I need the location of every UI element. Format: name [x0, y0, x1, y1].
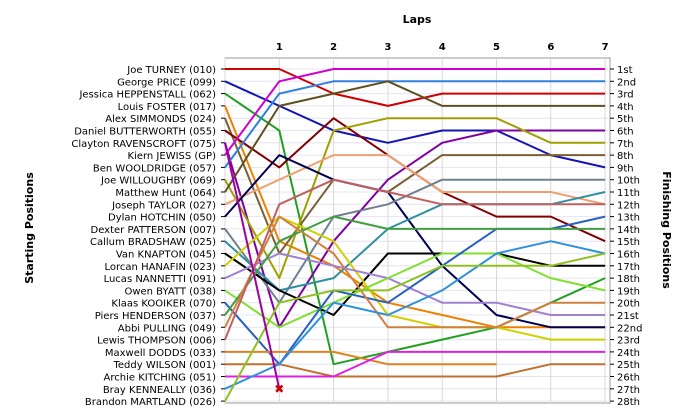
finishing-position-label: 14th: [617, 225, 640, 236]
series-line-3: [224, 105, 606, 329]
starting-position-label: Alex SIMMONDS (024): [105, 114, 216, 125]
starting-position-label: Van KNAPTON (045): [116, 250, 216, 261]
starting-position-label: Clayton RAVENSCROFT (075): [71, 139, 216, 150]
lap-tick-label: 5: [493, 42, 500, 53]
starting-position-label: Klaas KOOIKER (070): [111, 299, 216, 310]
starting-position-label: Jessica HEPPENSTALL (062): [78, 90, 216, 101]
series-line-17: [224, 252, 606, 316]
top-axis-title: Laps: [403, 13, 432, 26]
starting-position-label: Louis FOSTER (017): [118, 102, 217, 113]
lap-tick-label: 4: [439, 42, 446, 53]
finishing-position-label: 11th: [617, 188, 640, 199]
starting-position-label: Dylan HOTCHIN (050): [108, 213, 216, 224]
starting-position-label: Lorcan HANAFIN (023): [105, 262, 217, 273]
starting-position-label: Teddy WILSON (001): [112, 360, 216, 371]
finishing-position-label: 13th: [617, 213, 640, 224]
starting-position-label: Maxwell DODDS (033): [105, 348, 216, 359]
starting-position-label: Lewis THOMPSON (006): [97, 336, 216, 347]
finishing-position-label: 10th: [617, 176, 640, 187]
series-line-20: [224, 215, 606, 316]
starting-position-label: Ben WOOLDRIDGE (057): [93, 163, 216, 174]
finishing-position-label: 7th: [617, 139, 634, 150]
finishing-position-label: 4th: [617, 102, 634, 113]
lap-tick-label: 1: [276, 42, 283, 53]
finishing-position-label: 26th: [617, 373, 640, 384]
starting-position-label: Archie KITCHING (051): [104, 373, 217, 384]
starting-position-label: Matthew Hunt (064): [115, 188, 216, 199]
finishing-position-label: 2nd: [617, 77, 636, 88]
lap-tick-label: 3: [384, 42, 391, 53]
finishing-position-label: 27th: [617, 385, 640, 396]
starting-position-label: Callum BRADSHAW (025): [90, 237, 216, 248]
starting-position-label: Kiern JEWISS (GP): [127, 151, 216, 162]
label-layer: 1 2 3 4 5 6 7 Joe TURNEY (010)George PRICE (099…: [71, 42, 642, 408]
series-layer: ✖: [224, 68, 606, 402]
finishing-position-label: 1st: [617, 65, 633, 76]
retired-marker-icon: ✖: [274, 382, 284, 396]
starting-position-label: Abbi PULLING (049): [118, 323, 216, 334]
series-line-11: [224, 154, 606, 206]
finishing-position-label: 12th: [617, 200, 640, 211]
lap-tick-label: 2: [330, 42, 337, 53]
finishing-position-label: 21st: [617, 311, 639, 322]
lap-tick-label: 6: [547, 42, 554, 53]
starting-position-label: Lucas NANNETTI (091): [104, 274, 217, 285]
series-line-26: [224, 240, 606, 390]
finishing-position-label: 18th: [617, 274, 640, 285]
series-line-7: [224, 68, 606, 156]
right-axis-title: Finishing Positions: [660, 171, 673, 289]
finishing-position-label: 9th: [617, 163, 634, 174]
series-line-16: [224, 215, 606, 341]
finishing-position-label: 20th: [617, 299, 640, 310]
series-line-21: [224, 215, 606, 329]
series-line-9: [224, 117, 606, 280]
finishing-position-label: 6th: [617, 127, 634, 138]
finishing-position-label: 17th: [617, 262, 640, 273]
left-axis-title: Starting Positions: [23, 172, 36, 284]
series-line-24: [225, 363, 606, 378]
starting-position-label: Owen BYATT (038): [124, 286, 216, 297]
starting-position-label: Dexter PATTERSON (007): [91, 225, 217, 236]
finishing-position-label: 24th: [617, 348, 640, 359]
series-line-27: [224, 252, 606, 402]
series-line-28: [224, 142, 281, 390]
finishing-position-label: 23rd: [617, 336, 640, 347]
starting-position-label: Joe WILLOUGHBY (069): [100, 176, 216, 187]
starting-position-label: Joe TURNEY (010): [126, 65, 216, 76]
starting-position-label: Daniel BUTTERWORTH (055): [74, 127, 216, 138]
starting-position-label: Joseph TAYLOR (027): [111, 200, 216, 211]
series-line-15: [224, 252, 606, 316]
finishing-position-label: 15th: [617, 237, 640, 248]
series-line-8: [224, 80, 606, 168]
series-line-0: [225, 68, 606, 107]
series-line-25: [225, 350, 606, 378]
series-line-18: [224, 252, 606, 329]
finishing-position-label: 16th: [617, 250, 640, 261]
series-line-10: [224, 80, 606, 193]
starting-position-label: Piers HENDERSON (037): [95, 311, 216, 322]
series-line-6: [224, 129, 606, 329]
finishing-position-label: 25th: [617, 360, 640, 371]
finishing-position-label: 28th: [617, 397, 640, 408]
finishing-position-label: 22nd: [617, 323, 642, 334]
finishing-position-label: 3rd: [617, 90, 634, 101]
starting-position-label: George PRICE (099): [117, 77, 216, 88]
finishing-position-label: 8th: [617, 151, 634, 162]
series-line-1: [224, 80, 606, 169]
starting-position-label: Brandon MARTLAND (026): [85, 397, 216, 408]
starting-position-label: Bray KENNEALLY (036): [103, 385, 216, 396]
finishing-position-label: 5th: [617, 114, 634, 125]
lap-tick-label: 7: [602, 42, 609, 53]
finishing-position-label: 19th: [617, 286, 640, 297]
series-line-22: [224, 178, 606, 340]
